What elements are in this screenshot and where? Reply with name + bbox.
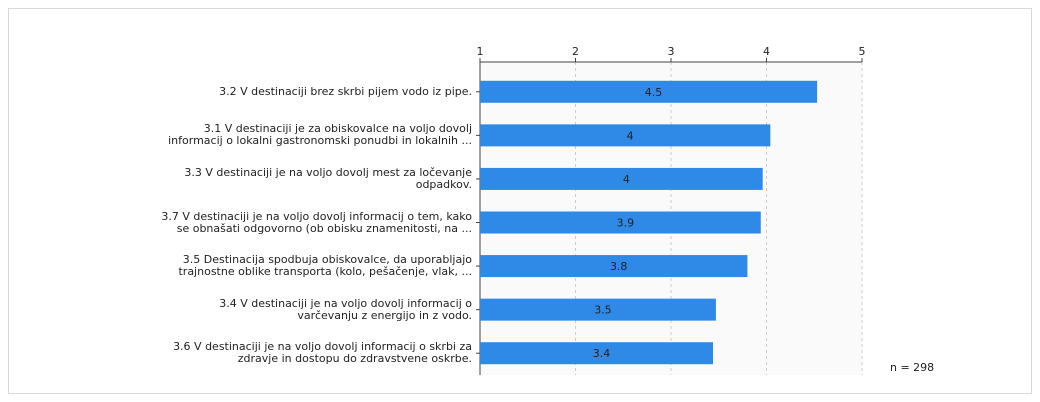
x-tick-label: 5 <box>859 45 866 58</box>
bar <box>480 80 818 103</box>
bar <box>480 255 748 278</box>
value-label: 4 <box>627 129 634 142</box>
n-note: n = 298 <box>890 361 934 374</box>
category-label: 3.4 V destinaciji je na voljo dovolj inf… <box>219 296 472 322</box>
value-label: 3.9 <box>617 217 635 230</box>
category-label: 3.7 V destinaciji je na voljo dovolj inf… <box>161 209 472 235</box>
value-label: 3.5 <box>594 304 612 317</box>
value-label: 4 <box>623 173 630 186</box>
bar <box>480 298 716 321</box>
value-label: 3.4 <box>593 347 611 360</box>
x-tick-label: 3 <box>668 45 675 58</box>
bar <box>480 342 714 365</box>
category-label: 3.5 Destinacija spodbuja obiskovalce, da… <box>178 253 472 279</box>
x-tick-label: 4 <box>763 45 770 58</box>
x-tick-label: 1 <box>477 45 484 58</box>
bar <box>480 124 771 147</box>
category-label: 3.6 V destinaciji je na voljo dovolj inf… <box>173 340 472 366</box>
category-label: 3.1 V destinaciji je za obiskovalce na v… <box>168 122 472 148</box>
page <box>8 8 1032 394</box>
value-label: 3.8 <box>610 260 628 273</box>
value-label: 4.5 <box>645 86 663 99</box>
category-label: 3.2 V destinaciji brez skrbi pijem vodo … <box>219 84 472 98</box>
bar <box>480 167 763 190</box>
x-tick-label: 2 <box>572 45 579 58</box>
bar <box>480 211 761 234</box>
category-label: 3.3 V destinaciji je na voljo dovolj mes… <box>184 165 472 191</box>
